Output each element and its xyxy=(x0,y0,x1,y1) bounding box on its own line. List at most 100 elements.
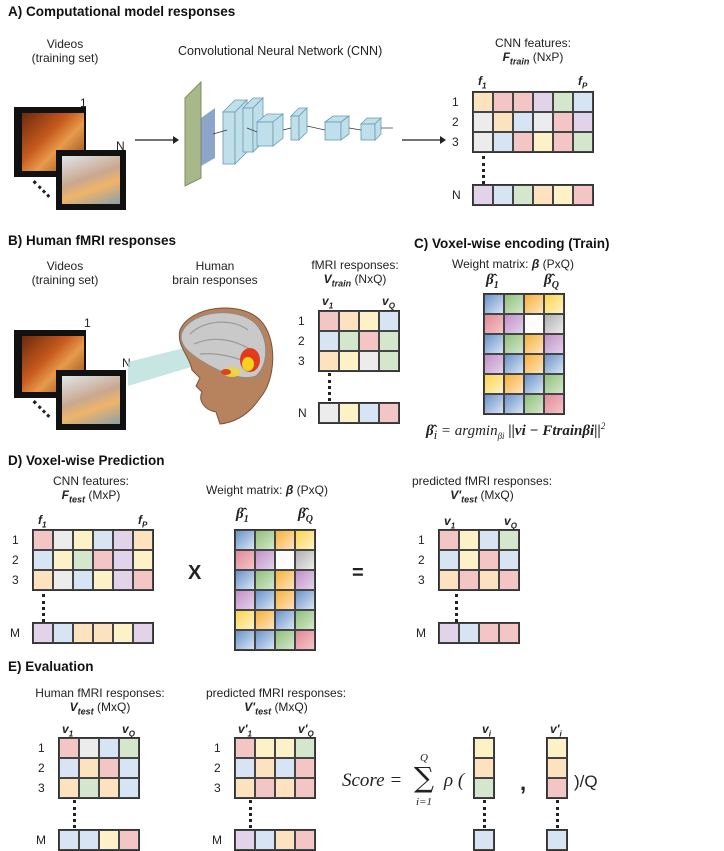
matrix-cell xyxy=(235,610,255,630)
row-label: 1 xyxy=(38,741,45,755)
matrix-cell xyxy=(499,530,519,550)
matrix-cell xyxy=(573,185,593,205)
matrix-cell xyxy=(255,590,275,610)
matrix-cell xyxy=(295,778,315,798)
matrix-cell xyxy=(484,314,504,334)
matrix-cell xyxy=(133,550,153,570)
matrix-cell xyxy=(53,530,73,550)
matrix-cell xyxy=(59,758,79,778)
pred-label-d: predicted fMRI responses: V'test (MxQ) xyxy=(412,474,553,505)
matrix-cell xyxy=(33,530,53,550)
matrix-cell xyxy=(359,403,379,423)
section-c-title: C) Voxel-wise encoding (Train) xyxy=(414,236,610,251)
row-label: 1 xyxy=(452,95,459,109)
matrix-cell xyxy=(119,758,139,778)
multiply-operator: X xyxy=(188,562,202,584)
matrix-cell xyxy=(295,738,315,758)
pred-col-first-e: v'1 xyxy=(238,722,252,739)
matrix-cell xyxy=(319,351,339,371)
matrix-cell xyxy=(295,610,315,630)
matrix-cell xyxy=(524,334,544,354)
matrix-cell xyxy=(33,623,53,643)
matrix-cell xyxy=(295,630,315,650)
weight-label-c: Weight matrix: β (PxQ) xyxy=(452,257,574,271)
pred-last-row-e xyxy=(234,829,316,851)
matrix-cell xyxy=(59,830,79,850)
matrix-cell xyxy=(275,830,295,850)
matrix-cell xyxy=(255,830,275,850)
matrix-cell xyxy=(544,294,564,314)
matrix-cell xyxy=(474,758,494,778)
pred-col-first-d: v1 xyxy=(444,514,456,531)
matrix-cell xyxy=(73,570,93,590)
score-tail: )/Q xyxy=(574,772,598,791)
matrix-cell xyxy=(544,374,564,394)
row-ellipsis-d1 xyxy=(42,594,45,622)
matrix-cell xyxy=(547,830,567,850)
matrix-cell xyxy=(295,830,315,850)
beta-first-d: β̂1 xyxy=(236,506,249,525)
human-matrix-e xyxy=(58,737,140,799)
matrix-cell xyxy=(93,530,113,550)
features-label-d: CNN features: Ftest (MxP) xyxy=(52,474,130,505)
row-label: 3 xyxy=(12,573,19,587)
matrix-cell xyxy=(99,830,119,850)
matrix-cell xyxy=(524,294,544,314)
matrix-cell xyxy=(295,570,315,590)
matrix-cell xyxy=(235,758,255,778)
vpi-label: v'i xyxy=(550,722,562,739)
encoding-formula: β̂i = argminβi ||vi − Ftrainβi||2 xyxy=(426,421,606,442)
row-label: 2 xyxy=(452,115,459,129)
matrix-cell xyxy=(99,758,119,778)
matrix-cell xyxy=(553,92,573,112)
frame-n-label-a: N xyxy=(116,139,125,153)
matrix-cell xyxy=(544,354,564,374)
fmri-col-last-b: vQ xyxy=(382,294,395,311)
matrix-cell xyxy=(275,570,295,590)
matrix-cell xyxy=(59,738,79,758)
row-label: 2 xyxy=(12,553,19,567)
matrix-cell xyxy=(547,738,567,758)
equals-operator: = xyxy=(352,562,364,584)
frame-1-label-a: 1 xyxy=(80,96,87,110)
matrix-cell xyxy=(473,132,493,152)
vi-ellipsis xyxy=(483,800,486,828)
matrix-cell xyxy=(524,314,544,334)
matrix-cell xyxy=(275,778,295,798)
matrix-cell xyxy=(133,570,153,590)
videos-label-a: Videos (training set) xyxy=(31,37,99,65)
features-matrix-d xyxy=(32,529,154,591)
matrix-cell xyxy=(255,778,275,798)
matrix-cell xyxy=(235,830,255,850)
row-label: 1 xyxy=(214,741,221,755)
human-brain-label: Human brain responses xyxy=(172,259,258,287)
matrix-cell xyxy=(479,623,499,643)
matrix-cell xyxy=(504,294,524,314)
matrix-cell xyxy=(439,623,459,643)
weight-matrix-d xyxy=(234,529,316,651)
row-label: 1 xyxy=(12,533,19,547)
matrix-cell xyxy=(73,530,93,550)
matrix-cell xyxy=(553,112,573,132)
matrix-cell xyxy=(504,314,524,334)
comma: , xyxy=(520,770,527,795)
vpi-last xyxy=(546,829,568,851)
vi-label: vi xyxy=(482,722,491,739)
frame-1-label-b: 1 xyxy=(84,316,91,330)
matrix-cell xyxy=(99,738,119,758)
matrix-cell xyxy=(133,623,153,643)
matrix-cell xyxy=(473,112,493,132)
matrix-cell xyxy=(493,112,513,132)
matrix-cell xyxy=(113,623,133,643)
row-label: 1 xyxy=(418,533,425,547)
row-label: 3 xyxy=(38,781,45,795)
matrix-cell xyxy=(533,112,553,132)
matrix-cell xyxy=(99,778,119,798)
matrix-cell xyxy=(533,185,553,205)
matrix-cell xyxy=(53,550,73,570)
frame-dots-b xyxy=(32,400,51,418)
matrix-cell xyxy=(573,92,593,112)
matrix-cell xyxy=(235,530,255,550)
fmri-last-row-b xyxy=(318,402,400,424)
matrix-cell xyxy=(235,778,255,798)
